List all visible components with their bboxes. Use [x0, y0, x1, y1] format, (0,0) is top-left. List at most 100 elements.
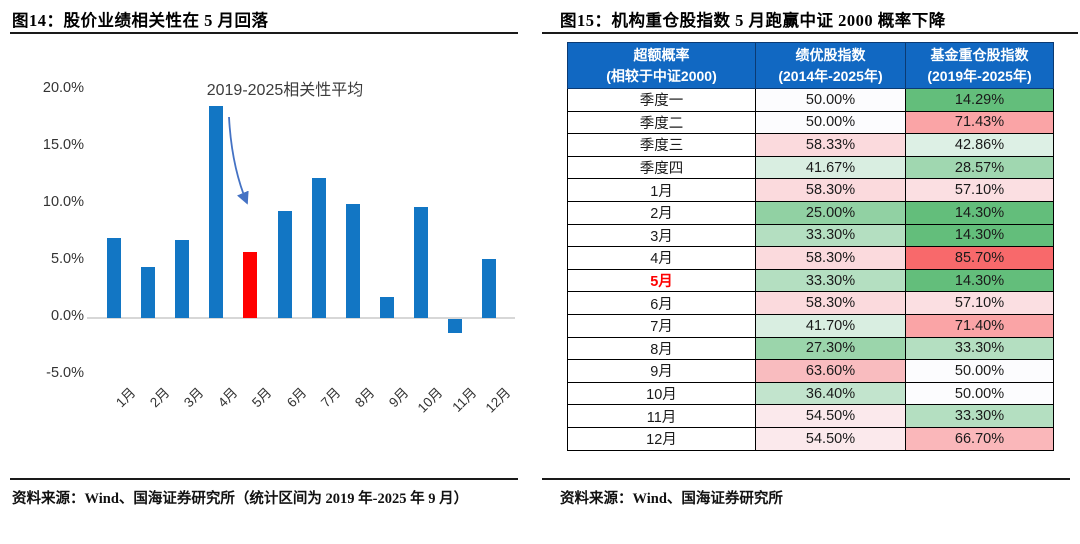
- bar-9月: [379, 297, 394, 318]
- value-cell: 41.70%: [755, 313, 906, 338]
- bar-7月: [311, 177, 326, 318]
- row-label-cell: 8月: [567, 336, 756, 361]
- title-rule: [542, 32, 1078, 34]
- row-label-cell: 季度三: [567, 133, 756, 157]
- table-row: 季度一 50.00% 14.29%: [567, 88, 1054, 112]
- table-row: 12月 54.50% 66.70%: [567, 426, 1054, 451]
- table-header-cell: 绩优股指数 (2014年-2025年): [755, 42, 906, 89]
- table-row: 季度三 58.33% 42.86%: [567, 133, 1054, 157]
- row-label-cell: 季度二: [567, 110, 756, 135]
- table-header-cell: 基金重仓股指数 (2019年-2025年): [905, 42, 1054, 89]
- y-tick-label: 20.0%: [42, 80, 84, 96]
- table-row: 7月 41.70% 71.40%: [567, 313, 1054, 338]
- value-cell: 63.60%: [755, 359, 906, 383]
- figure-15-panel: 图15：机构重仓股指数 5 月跑赢中证 2000 概率下降 超额概率 (相较于中证…: [540, 0, 1080, 544]
- source-note: 资料来源：Wind、国海证券研究所: [560, 491, 783, 507]
- value-cell: 33.30%: [905, 404, 1054, 428]
- row-label-cell: 10月: [567, 381, 756, 406]
- bar-4月: [209, 105, 224, 318]
- source-note: 资料来源：Wind、国海证券研究所（统计区间为 2019 年-2025 年 9 …: [12, 491, 469, 507]
- value-cell: 58.30%: [755, 178, 906, 202]
- bar-10月: [413, 207, 428, 318]
- value-cell: 14.30%: [905, 268, 1054, 293]
- bar-6月: [277, 210, 292, 318]
- table-row: 3月 33.30% 14.30%: [567, 223, 1054, 248]
- figure-14-title: 图14：股价业绩相关性在 5 月回落: [12, 11, 269, 30]
- value-cell: 14.29%: [905, 88, 1054, 112]
- table-row: 季度二 50.00% 71.43%: [567, 110, 1054, 135]
- value-cell: 25.00%: [755, 200, 906, 225]
- value-cell: 36.40%: [755, 381, 906, 406]
- row-label-cell: 9月: [567, 359, 756, 383]
- figure-15-title: 图15：机构重仓股指数 5 月跑赢中证 2000 概率下降: [560, 11, 946, 30]
- table-row: 6月 58.30% 57.10%: [567, 291, 1054, 315]
- value-cell: 50.00%: [905, 381, 1054, 406]
- probability-table: 超额概率 (相较于中证2000) 绩优股指数 (2014年-2025年) 基金重仓股指数…: [567, 42, 1054, 451]
- annotation-arrow-icon: [228, 116, 249, 205]
- bar-3月: [175, 240, 190, 318]
- value-cell: 33.30%: [755, 268, 906, 293]
- table-header-cell: 超额概率 (相较于中证2000): [567, 42, 756, 89]
- value-cell: 50.00%: [755, 88, 906, 112]
- value-cell: 50.00%: [905, 359, 1054, 383]
- table-row: 9月 63.60% 50.00%: [567, 359, 1054, 383]
- value-cell: 50.00%: [755, 110, 906, 135]
- value-cell: 57.10%: [905, 178, 1054, 202]
- footer-rule: [10, 478, 518, 480]
- value-cell: 27.30%: [755, 336, 906, 361]
- row-label-cell: 季度一: [567, 88, 756, 112]
- row-label-cell: 11月: [567, 404, 756, 428]
- value-cell: 33.30%: [755, 223, 906, 248]
- row-label-cell: 2月: [567, 200, 756, 225]
- bar-1月: [107, 238, 121, 318]
- bar-11月: [448, 319, 462, 333]
- value-cell: 14.30%: [905, 223, 1054, 248]
- row-label-cell: 3月: [567, 223, 756, 248]
- bar-8月: [345, 204, 360, 318]
- zero-gridline: [87, 317, 515, 319]
- value-cell: 66.70%: [905, 426, 1054, 451]
- footer-rule: [542, 478, 1070, 480]
- table-row: 季度四 41.67% 28.57%: [567, 155, 1054, 180]
- value-cell: 58.30%: [755, 246, 906, 270]
- bar-2月: [141, 266, 156, 318]
- figure-14-panel: 图14：股价业绩相关性在 5 月回落 20.0% 15.0% 10.0% 5.0% 0.…: [10, 11, 525, 507]
- row-label-cell: 6月: [567, 291, 756, 315]
- table-row: 11月 54.50% 33.30%: [567, 404, 1054, 428]
- value-cell: 54.50%: [755, 426, 906, 451]
- table-header-row: 超额概率 (相较于中证2000) 绩优股指数 (2014年-2025年) 基金重仓股指数…: [567, 42, 1054, 89]
- y-tick-label: 15.0%: [42, 137, 84, 153]
- row-label-cell: 4月: [567, 246, 756, 270]
- y-tick-label: 0.0%: [50, 308, 84, 324]
- value-cell: 54.50%: [755, 404, 906, 428]
- value-cell: 58.33%: [755, 133, 906, 157]
- value-cell: 33.30%: [905, 336, 1054, 361]
- table-row: 10月 36.40% 50.00%: [567, 381, 1054, 406]
- value-cell: 28.57%: [905, 155, 1054, 180]
- value-cell: 57.10%: [905, 291, 1054, 315]
- row-label-cell: 7月: [567, 313, 756, 338]
- value-cell: 41.67%: [755, 155, 906, 180]
- y-tick-label: 5.0%: [50, 251, 84, 267]
- title-rule: [10, 32, 518, 34]
- y-tick-label: 10.0%: [42, 194, 84, 210]
- row-label-cell: 季度四: [567, 155, 756, 180]
- value-cell: 14.30%: [905, 200, 1054, 225]
- table-row: 4月 58.30% 85.70%: [567, 246, 1054, 270]
- table-row: 1月 58.30% 57.10%: [567, 178, 1054, 202]
- table-row: 2月 25.00% 14.30%: [567, 200, 1054, 225]
- bar-5月: [243, 251, 258, 318]
- y-tick-label: -5.0%: [46, 365, 84, 381]
- row-label-cell: 5月: [567, 268, 756, 293]
- row-label-cell: 1月: [567, 178, 756, 202]
- value-cell: 42.86%: [905, 133, 1054, 157]
- value-cell: 71.43%: [905, 110, 1054, 135]
- value-cell: 58.30%: [755, 291, 906, 315]
- chart-plot-area: 1月 2月 3月 4月 5月 6月 7月 8月 9月 10月 11月 12月: [87, 60, 525, 440]
- table-row: 5月 33.30% 14.30%: [567, 268, 1054, 293]
- value-cell: 71.40%: [905, 313, 1054, 338]
- chart-annotation: 2019-2025相关性平均: [206, 82, 364, 99]
- table-row: 8月 27.30% 33.30%: [567, 336, 1054, 361]
- row-label-cell: 12月: [567, 426, 756, 451]
- value-cell: 85.70%: [905, 246, 1054, 270]
